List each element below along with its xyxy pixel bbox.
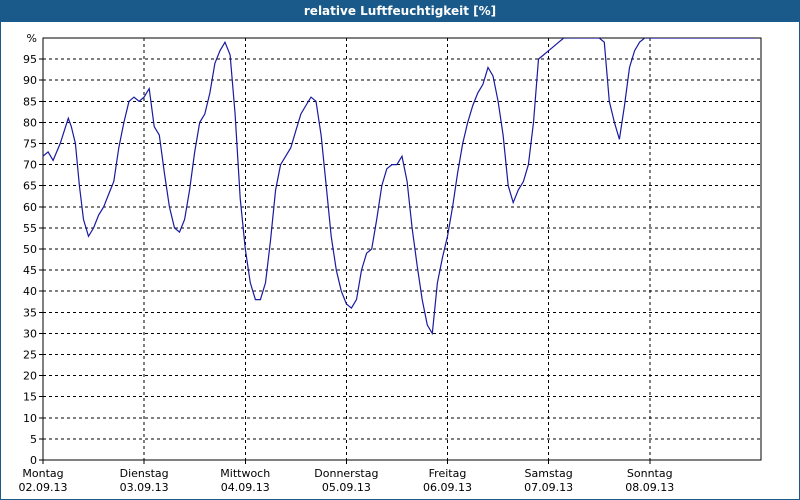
y-unit-label: % [27, 32, 37, 45]
chart-title: relative Luftfeuchtigkeit [%] [0, 0, 800, 22]
x-tick-label-date: 08.09.13 [625, 481, 674, 494]
x-tick-label-date: 04.09.13 [221, 481, 270, 494]
y-tick-label: 50 [23, 243, 37, 256]
x-tick-label-day: Donnerstag [314, 467, 378, 480]
y-tick-label: 85 [23, 95, 37, 108]
x-tick-label-day: Dienstag [120, 467, 169, 480]
y-tick-label: 0 [30, 454, 37, 467]
x-tick-label-date: 05.09.13 [322, 481, 371, 494]
y-tick-label: 55 [23, 222, 37, 235]
y-tick-label: 70 [23, 159, 37, 172]
y-tick-label: 60 [23, 201, 37, 214]
x-tick-label-date: 03.09.13 [120, 481, 169, 494]
y-tick-label: 90 [23, 74, 37, 87]
y-tick-label: 30 [23, 327, 37, 340]
humidity-line-chart: 0 5 10 15 20 25 30 35 40 45 50 55 60 65 70 75 80 85 90 95% M… [19, 32, 762, 494]
x-tick-label-day: Samstag [525, 467, 573, 480]
y-tick-label: 80 [23, 116, 37, 129]
chart-area: 0 5 10 15 20 25 30 35 40 45 50 55 60 65 70 75 80 85 90 95% M… [0, 22, 800, 500]
y-tick-label: 95 [23, 53, 37, 66]
y-tick-label: 25 [23, 349, 37, 362]
y-tick-label: 5 [30, 433, 37, 446]
y-tick-label: 45 [23, 264, 37, 277]
x-tick-label-date: 07.09.13 [524, 481, 573, 494]
x-tick-label-date: 06.09.13 [423, 481, 472, 494]
x-tick-label-date: 02.09.13 [19, 481, 68, 494]
y-tick-label: 15 [23, 391, 37, 404]
x-tick-label-day: Freitag [429, 467, 467, 480]
x-tick-label-day: Mittwoch [220, 467, 270, 480]
y-tick-label: 10 [23, 412, 37, 425]
plot-frame [42, 37, 762, 461]
humidity-series-line [43, 38, 756, 336]
x-tick-label-day: Montag [22, 467, 63, 480]
y-tick-label: 65 [23, 180, 37, 193]
y-tick-label: 20 [23, 370, 37, 383]
y-tick-label: 40 [23, 285, 37, 298]
x-tick-label-day: Sonntag [627, 467, 673, 480]
y-tick-label: 75 [23, 138, 37, 151]
y-tick-label: 35 [23, 306, 37, 319]
